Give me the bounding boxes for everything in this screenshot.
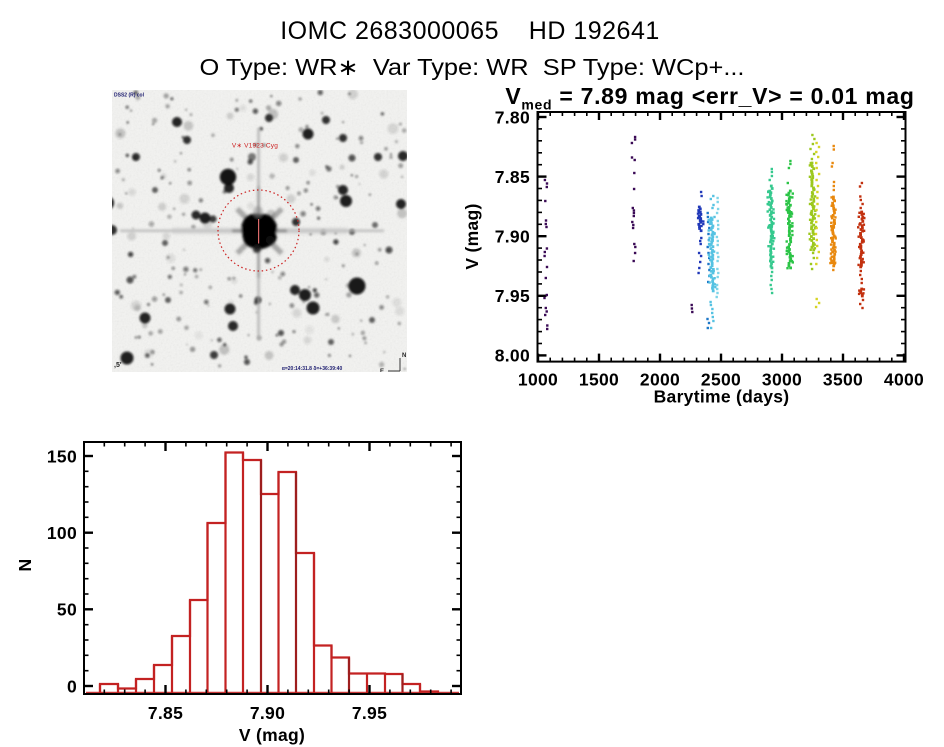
svg-text:7.95: 7.95 [495,286,530,306]
svg-text:DSS2 (R) col: DSS2 (R) col [114,93,145,99]
svg-text:7.95: 7.95 [352,703,387,723]
svg-text:O Type: WR∗ Var Type: WR SP: O Type: WR∗ Var Type: WR SP Type: WCp+..… [200,54,745,80]
svg-text:,5': ,5' [114,362,122,369]
svg-text:4000: 4000 [884,370,924,390]
svg-text:1500: 1500 [579,370,619,390]
svg-text:Barytime (days): Barytime (days) [654,387,790,407]
svg-text:V∗ V1923 Cyg: V∗ V1923 Cyg [232,143,278,150]
svg-text:1000: 1000 [518,370,558,390]
svg-text:7.85: 7.85 [495,167,530,187]
svg-text:3500: 3500 [823,370,863,390]
svg-text:V (mag): V (mag) [239,725,305,745]
svg-text:7.90: 7.90 [495,227,530,247]
svg-text:IOMC 2683000065 HD 192641: IOMC 2683000065 HD 192641 [280,17,660,45]
svg-text:N: N [402,353,406,359]
svg-text:Vmed = 7.89 mag <err_V> = 0.01: Vmed = 7.89 mag <err_V> = 0.01 mag [505,83,914,113]
svg-text:100: 100 [47,523,77,543]
svg-text:8.00: 8.00 [495,346,530,366]
svg-text:50: 50 [57,600,77,620]
svg-text:7.90: 7.90 [250,703,285,723]
svg-text:α=20:14:31.8 δ=+36:39:40: α=20:14:31.8 δ=+36:39:40 [282,366,343,372]
svg-text:E: E [380,369,384,375]
svg-text:2000: 2000 [640,370,680,390]
svg-text:150: 150 [47,446,77,466]
svg-text:7.80: 7.80 [495,107,530,127]
svg-text:3000: 3000 [762,370,802,390]
svg-text:V (mag): V (mag) [462,203,482,269]
svg-text:2500: 2500 [701,370,741,390]
svg-text:N: N [15,559,35,572]
svg-text:7.85: 7.85 [148,703,183,723]
svg-text:0: 0 [67,676,77,696]
